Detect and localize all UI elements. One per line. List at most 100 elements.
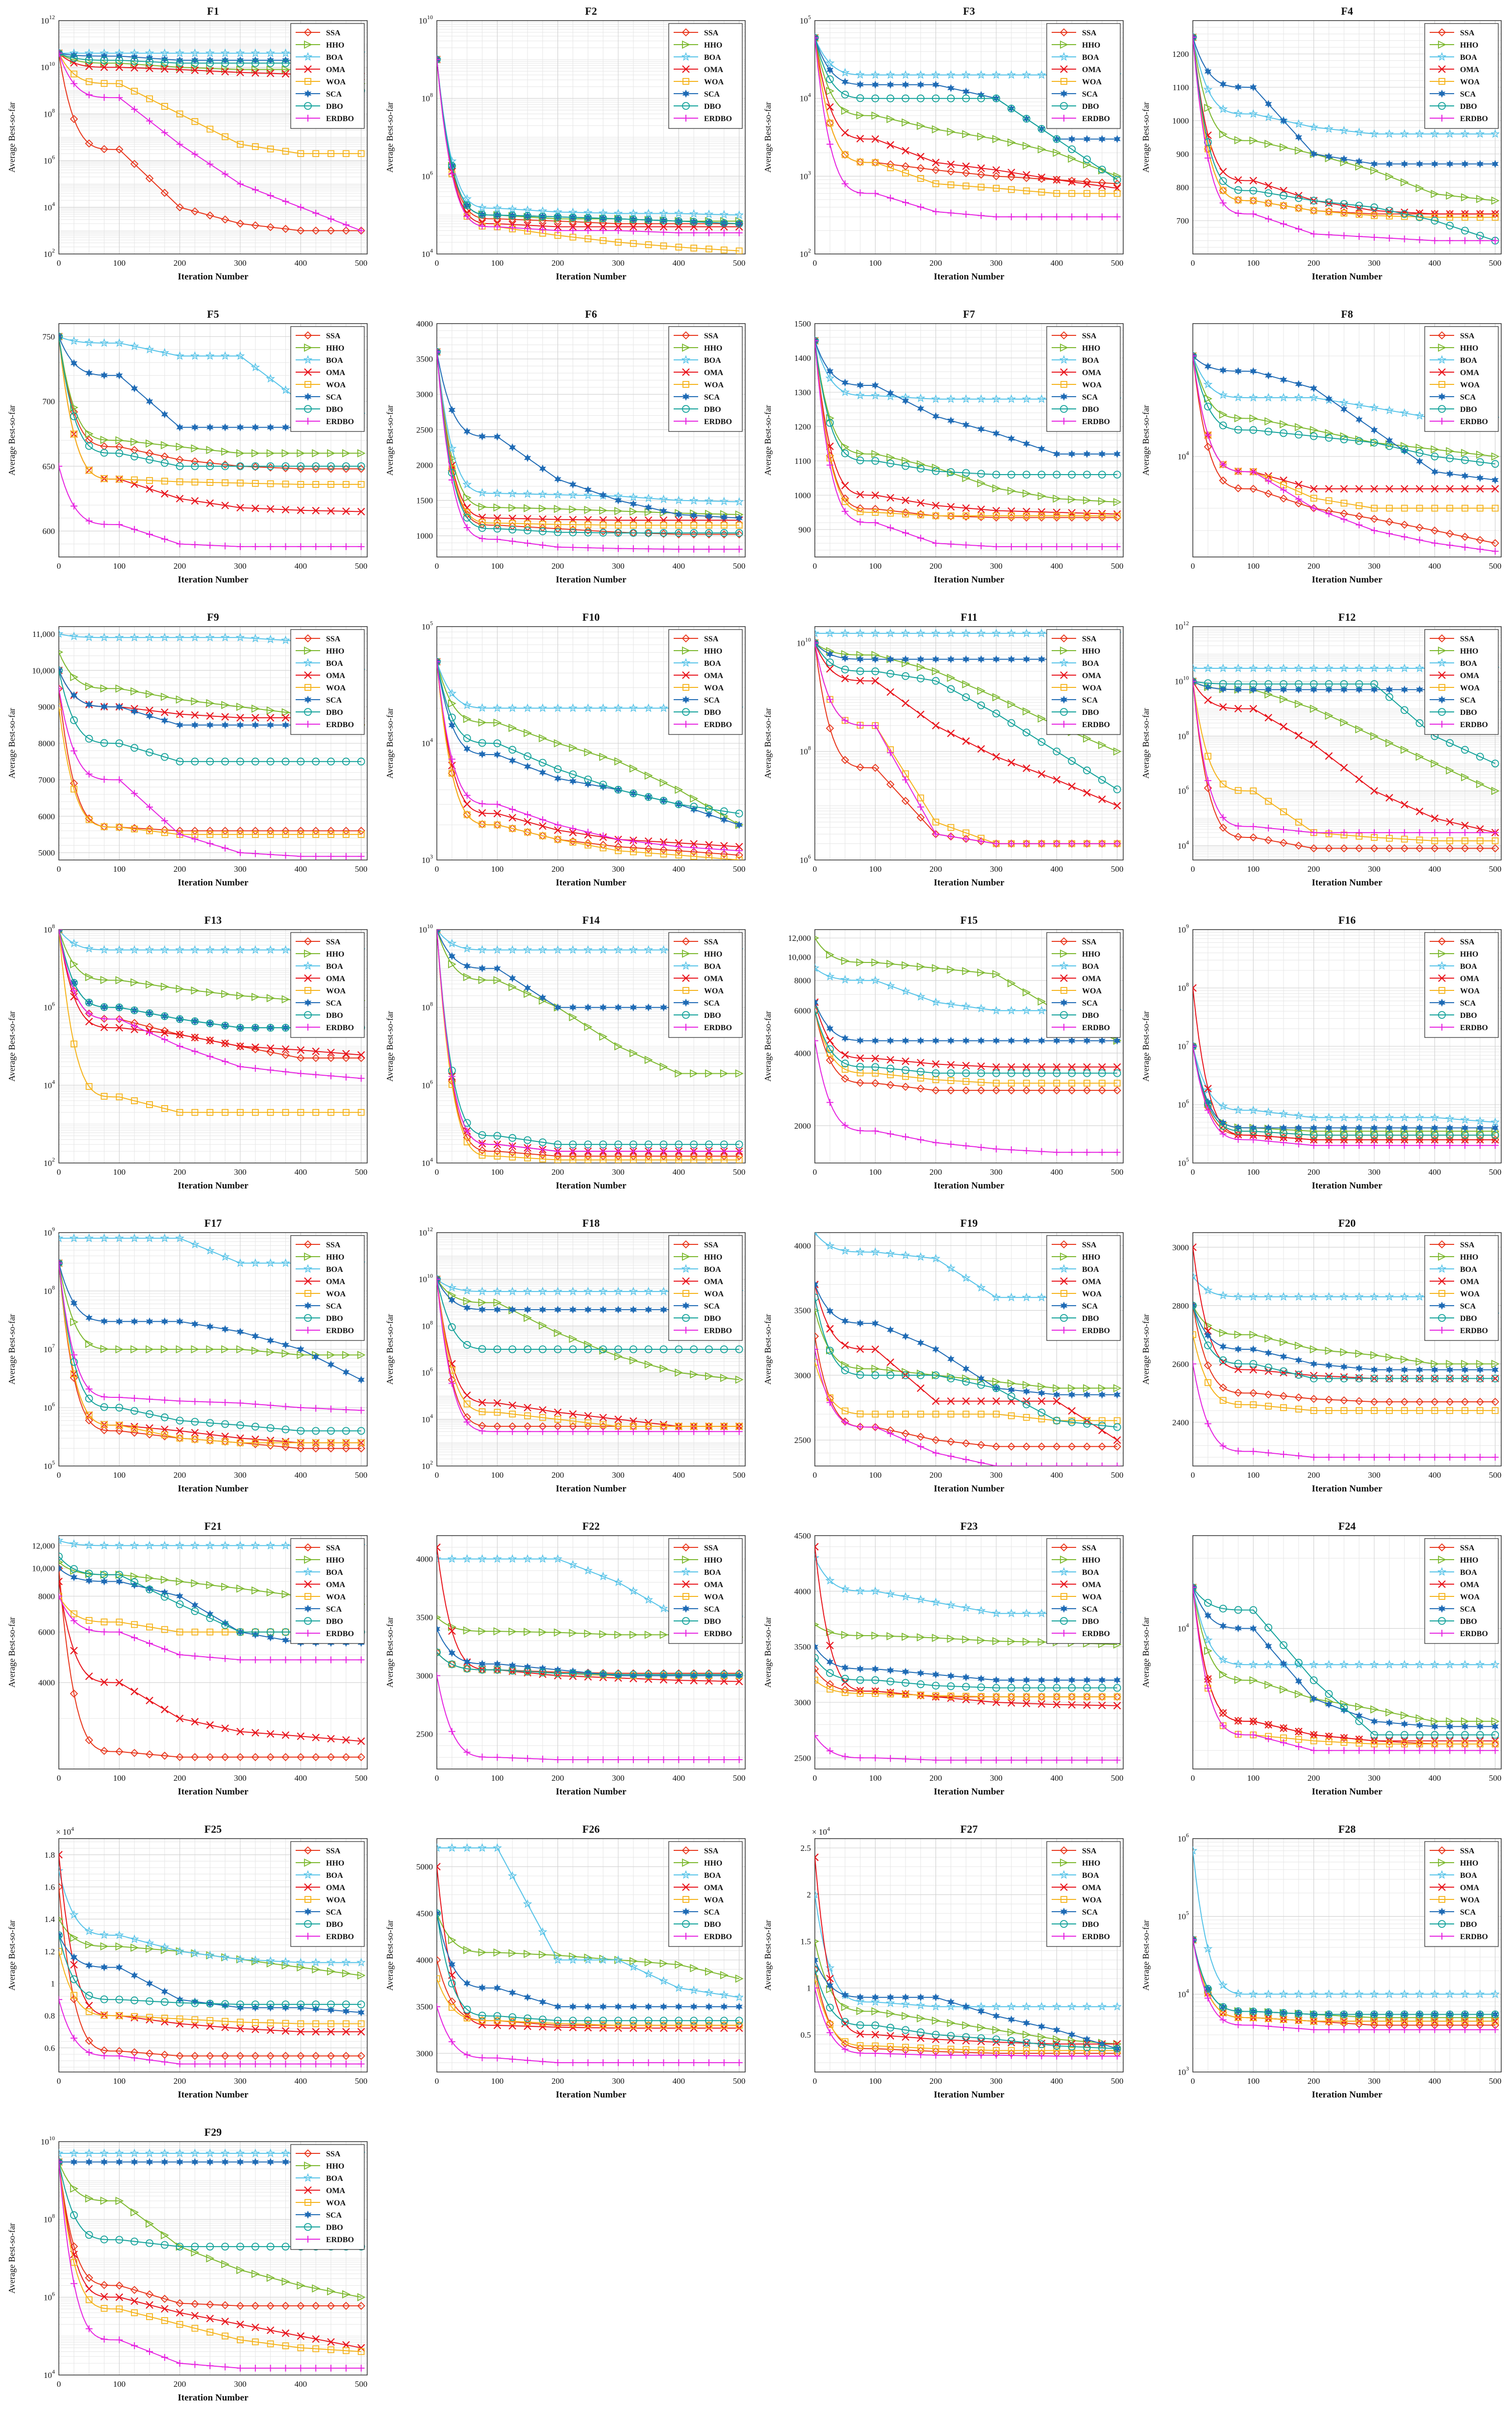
data-point	[1053, 213, 1060, 221]
data-point	[222, 56, 229, 65]
x-tick-label: 500	[355, 864, 368, 874]
legend-label: ERDBO	[1082, 115, 1110, 123]
data-point	[1340, 685, 1348, 694]
data-point	[266, 505, 275, 513]
legend-label: SSA	[326, 332, 341, 340]
data-point	[932, 467, 940, 475]
legend-item-woa: WOA	[1430, 78, 1480, 86]
data-point	[1462, 837, 1468, 844]
data-point	[1416, 236, 1423, 244]
data-point	[1340, 763, 1348, 772]
data-point	[947, 94, 955, 102]
data-point	[251, 633, 260, 643]
data-point	[1446, 214, 1454, 221]
data-point	[221, 59, 229, 67]
legend-label: WOA	[1460, 987, 1480, 995]
legend-label: BOA	[326, 53, 343, 62]
chart-title: F6	[585, 308, 597, 320]
data-point	[1098, 450, 1106, 458]
data-point	[961, 70, 971, 79]
legend-marker	[1438, 65, 1446, 73]
data-point	[1113, 172, 1122, 180]
data-point	[222, 844, 229, 852]
data-point	[554, 821, 561, 829]
data-point	[1280, 685, 1287, 694]
data-point	[1022, 142, 1031, 151]
data-point	[507, 204, 517, 213]
data-point	[1401, 160, 1408, 168]
data-point	[916, 122, 925, 130]
data-point	[523, 945, 532, 954]
data-point	[1339, 398, 1349, 407]
data-point	[857, 381, 864, 389]
data-point	[130, 437, 139, 446]
data-point	[1249, 426, 1258, 434]
data-point	[267, 145, 274, 152]
data-point	[600, 227, 607, 234]
y-tick-label: 105	[1178, 1156, 1189, 1168]
series-line	[59, 707, 361, 835]
data-point	[221, 68, 229, 76]
data-point	[1008, 213, 1015, 221]
data-point	[493, 739, 502, 747]
data-point	[312, 1047, 320, 1055]
data-point	[1310, 426, 1318, 434]
data-point	[251, 449, 260, 457]
legend-label: BOA	[704, 356, 721, 365]
data-point	[1491, 237, 1499, 244]
data-point	[615, 847, 622, 855]
data-point	[130, 57, 139, 65]
data-point	[509, 806, 516, 813]
data-point	[1008, 543, 1015, 550]
data-point	[539, 222, 547, 230]
x-tick-label: 0	[813, 561, 817, 571]
data-point	[342, 1073, 350, 1081]
x-tick-label: 100	[869, 258, 882, 268]
data-point	[1476, 837, 1484, 844]
data-point	[129, 341, 139, 351]
legend-item-woa: WOA	[1430, 684, 1480, 692]
data-point	[1068, 495, 1077, 504]
data-point	[554, 475, 561, 483]
data-point	[206, 126, 214, 133]
data-point	[1204, 442, 1212, 451]
series-oma	[815, 639, 1121, 810]
data-point	[902, 530, 909, 536]
legend-item-erdbo: ERDBO	[674, 418, 732, 426]
data-point	[311, 464, 320, 473]
data-point	[115, 63, 124, 71]
data-point	[840, 68, 850, 77]
legend-label: OMA	[1082, 369, 1102, 377]
legend-label: DBO	[326, 405, 343, 414]
data-point	[160, 459, 169, 467]
data-point	[1446, 470, 1454, 478]
data-point	[1053, 512, 1060, 519]
data-point	[1023, 213, 1030, 221]
x-tick-label: 400	[1051, 1167, 1063, 1177]
data-point	[992, 655, 1000, 663]
data-point	[991, 394, 1001, 404]
legend-label: ERDBO	[326, 1024, 354, 1032]
data-point	[1476, 214, 1484, 221]
data-point	[100, 59, 109, 68]
data-point	[993, 543, 1000, 550]
data-point	[1053, 135, 1061, 143]
data-point	[1340, 200, 1348, 208]
legend-marker	[1060, 102, 1068, 110]
data-point	[644, 771, 653, 780]
legend-box	[668, 629, 743, 735]
legend-label: ERDBO	[1460, 721, 1488, 729]
data-point	[222, 479, 229, 486]
data-point	[629, 789, 637, 798]
data-point	[85, 56, 93, 64]
data-point	[447, 938, 457, 948]
data-point	[660, 1156, 667, 1163]
data-point	[584, 775, 592, 783]
series-hho	[437, 930, 744, 1078]
legend-item-hho: HHO	[1052, 40, 1100, 50]
data-point	[1310, 207, 1317, 214]
data-point	[584, 780, 592, 788]
data-point	[1476, 160, 1484, 168]
data-point	[129, 632, 139, 642]
